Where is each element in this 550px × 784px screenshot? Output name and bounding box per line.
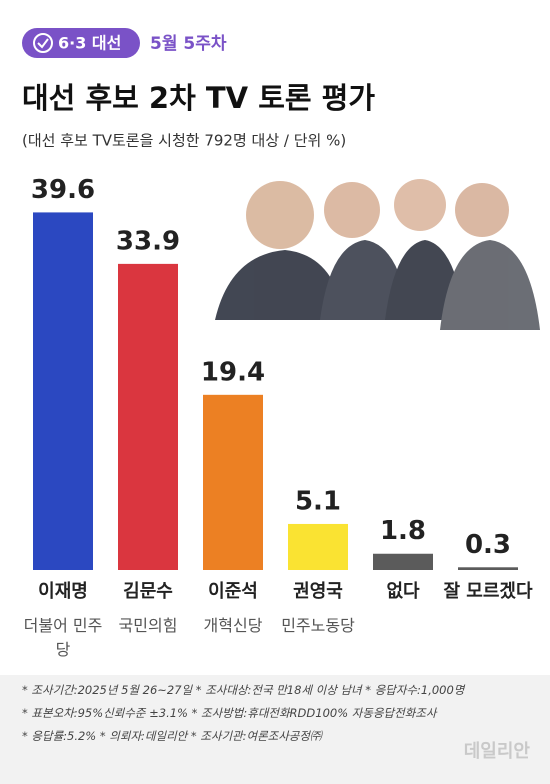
- source-watermark: 데일리안: [464, 741, 531, 762]
- value-label: 33.9: [116, 226, 180, 256]
- notes-background: [0, 675, 550, 784]
- party-label: 국민의힘: [118, 616, 178, 635]
- value-label: 39.6: [31, 175, 95, 205]
- bar: [118, 263, 178, 570]
- value-label: 19.4: [201, 357, 265, 387]
- value-label: 5.1: [295, 486, 341, 516]
- value-label: 1.8: [380, 516, 426, 546]
- value-label: 0.3: [465, 530, 511, 560]
- chart-title: 대선 후보 2차 TV 토론 평가: [22, 81, 375, 115]
- category-label: 권영국: [293, 581, 343, 602]
- party-label: 개혁신당: [203, 616, 263, 635]
- note: * 조사기간:2025년 5월 26~27일 * 조사대상:전국 만18세 이상…: [22, 683, 465, 697]
- party-label: 민주노동당: [281, 616, 355, 635]
- badge-icon: [33, 33, 53, 53]
- candidate-photo: [215, 179, 540, 330]
- bar: [373, 553, 433, 570]
- badge-check: [37, 38, 49, 49]
- note: * 응답률:5.2% * 의뢰자:데일리안 * 조사기관:여론조사공정㈜: [22, 729, 322, 743]
- bar: [203, 394, 263, 570]
- badge: [22, 28, 140, 58]
- category-label: 잘 모르겠다: [443, 581, 533, 602]
- chart-subtitle: (대선 후보 TV토론을 시청한 792명 대상 / 단위 %): [22, 132, 346, 150]
- bar: [458, 567, 518, 570]
- week: 5월 5주차: [150, 34, 227, 54]
- category-label: 이준석: [208, 581, 258, 602]
- bar: [288, 523, 348, 570]
- category-label: 이재명: [38, 581, 88, 602]
- note: * 표본오차:95%신뢰수준 ±3.1% * 조사방법:휴대전화RDD100% …: [22, 706, 437, 720]
- category-label: 김문수: [123, 581, 173, 602]
- party-label: 더불어 민주당: [23, 616, 103, 659]
- bar: [33, 212, 93, 571]
- category-label: 없다: [386, 581, 420, 602]
- badge-text: 6·3 대선: [58, 34, 121, 53]
